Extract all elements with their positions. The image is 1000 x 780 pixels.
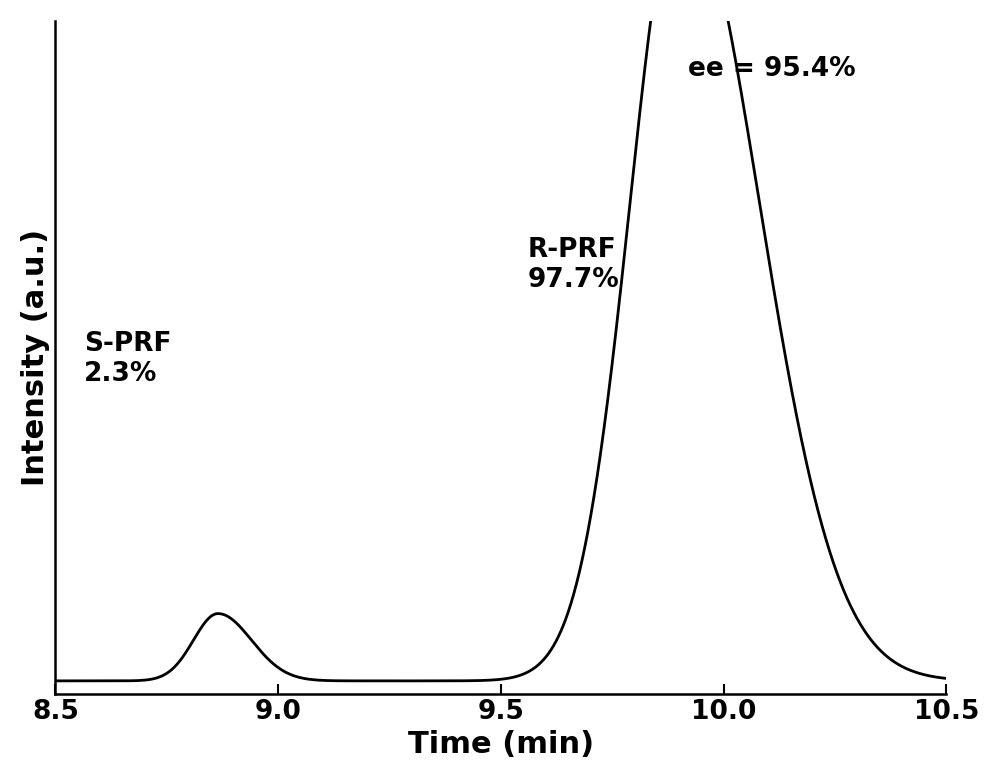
Text: S-PRF
2.3%: S-PRF 2.3% [84,331,172,387]
Y-axis label: Intensity (a.u.): Intensity (a.u.) [21,229,50,486]
Text: ee = 95.4%: ee = 95.4% [688,56,856,82]
Text: R-PRF
97.7%: R-PRF 97.7% [528,237,619,293]
X-axis label: Time (min): Time (min) [408,730,594,759]
